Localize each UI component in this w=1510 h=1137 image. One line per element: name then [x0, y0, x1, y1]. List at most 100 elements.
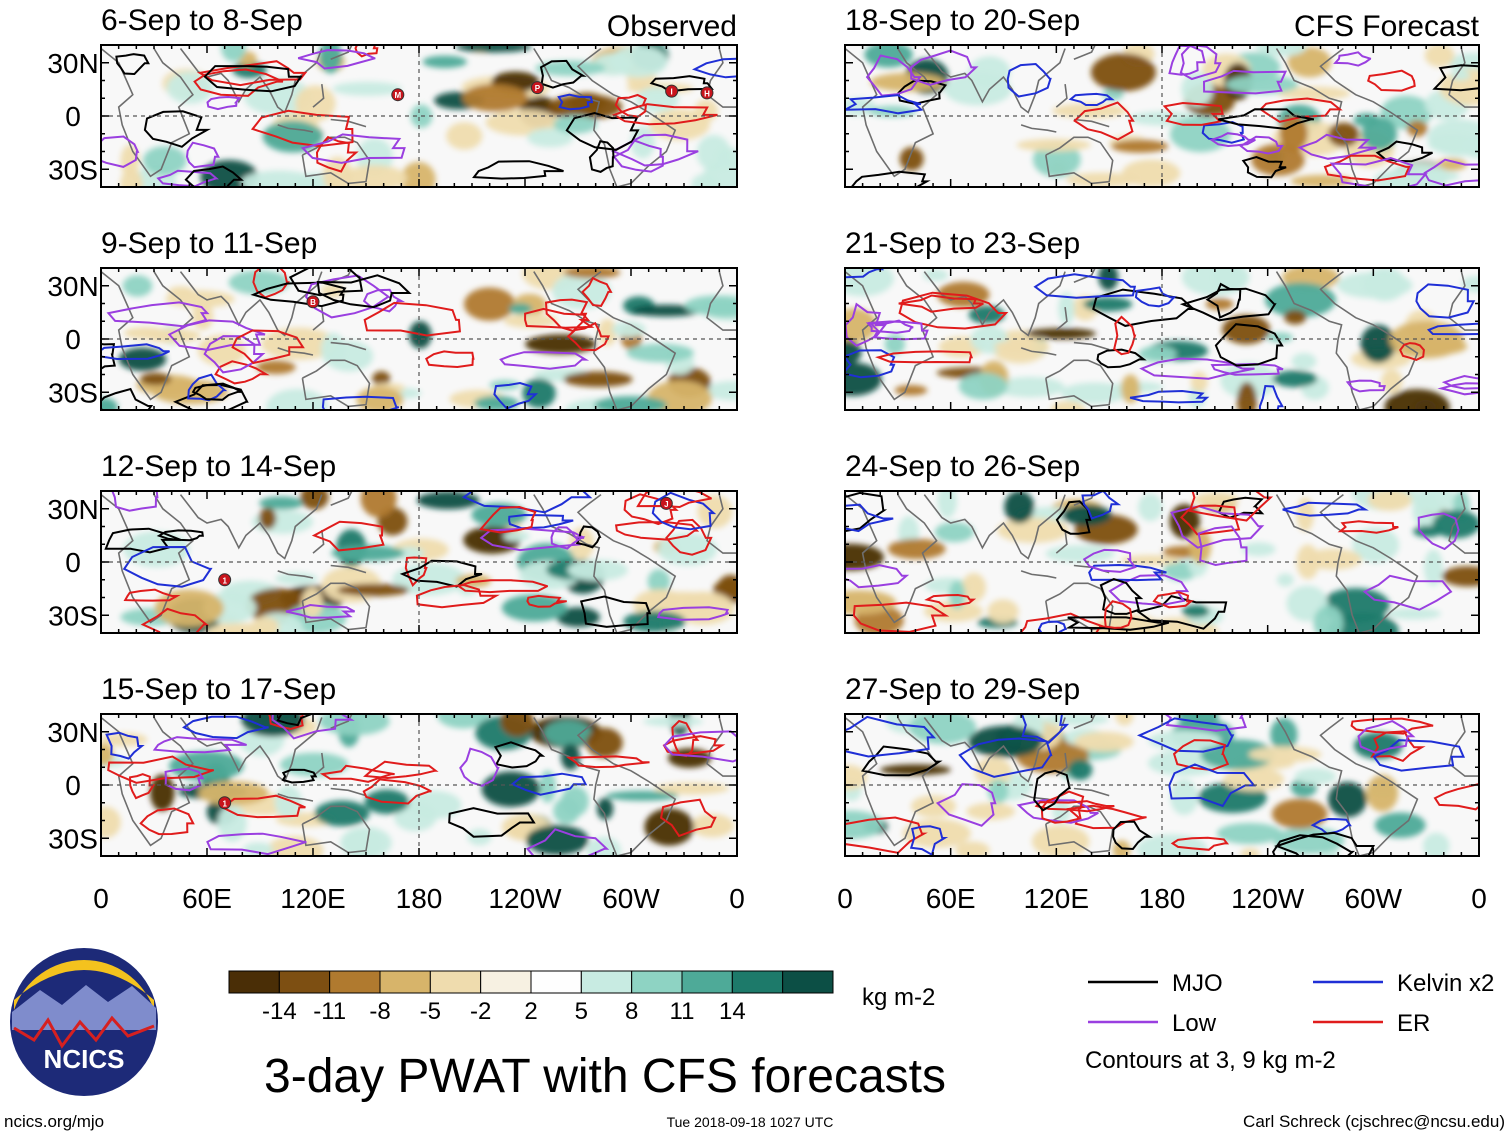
contour-loop	[267, 714, 304, 731]
anomaly-blob	[1205, 298, 1234, 311]
contour-loop	[1040, 790, 1085, 824]
contour-loop	[1065, 616, 1170, 631]
contour-loop	[1372, 739, 1466, 772]
longitude-label: 120W	[1231, 883, 1305, 914]
anomaly-blob	[221, 45, 246, 62]
anomaly-blob	[1384, 389, 1450, 410]
axis-ticks	[844, 713, 1480, 857]
contour-loop	[164, 767, 205, 792]
anomaly-blob	[1272, 370, 1318, 388]
observed-label: Observed	[607, 10, 737, 43]
anomaly-blob	[154, 589, 224, 627]
anomaly-blob	[894, 384, 928, 396]
anomaly-blob	[501, 594, 568, 622]
contour-loop	[1375, 140, 1433, 163]
coastline	[1055, 306, 1068, 331]
anomaly-blob	[1389, 320, 1464, 359]
storm-letter: J	[664, 500, 668, 509]
anomaly-blob	[1283, 309, 1307, 325]
coastline	[1448, 48, 1479, 108]
anomaly-blob	[899, 146, 924, 171]
contour-loop	[924, 593, 977, 608]
legend-label: ER	[1397, 1010, 1430, 1037]
anomaly-blob	[696, 134, 731, 171]
anomaly-blob	[1432, 509, 1479, 539]
contour-loop	[156, 169, 219, 187]
longitude-label: 60W	[602, 883, 660, 914]
contour-loop	[479, 505, 537, 534]
anomaly-blob	[611, 321, 646, 338]
anomaly-blob	[1413, 525, 1443, 538]
contour-loop	[1152, 591, 1194, 609]
legend-label: MJO	[1172, 970, 1223, 997]
anomaly-blob	[1195, 624, 1219, 633]
contour-loop	[510, 772, 588, 796]
anomaly-blob	[631, 304, 702, 317]
anomaly-blob	[422, 55, 468, 69]
anomaly-blob	[697, 495, 733, 529]
contour-loop	[1205, 282, 1242, 319]
legend-label: Kelvin x2	[1397, 970, 1494, 997]
contour-loop	[845, 268, 884, 279]
anomaly-blob	[266, 388, 329, 410]
contour-loop	[203, 335, 266, 374]
contour-loop	[1162, 101, 1224, 126]
anomaly-blob	[436, 714, 490, 729]
longitude-label: 180	[396, 883, 443, 914]
latitude-label: 30S	[48, 377, 98, 408]
longitude-label: 0	[729, 883, 745, 914]
contour-loop	[191, 382, 242, 401]
longitude-label: 60W	[1345, 883, 1403, 914]
coastline	[1073, 118, 1110, 128]
wave-contours	[845, 714, 1479, 856]
colorbar-swatch	[429, 970, 482, 994]
pwat-anomaly-shading	[845, 491, 1479, 633]
anomaly-blob	[139, 372, 172, 386]
contour-loop	[1345, 379, 1386, 393]
contour-loop	[193, 68, 284, 97]
anomaly-blob	[1216, 822, 1283, 845]
anomaly-blob	[241, 714, 304, 737]
contour-loop	[1188, 491, 1274, 522]
wave-contours	[845, 45, 1479, 187]
contour-loop	[1099, 578, 1144, 615]
anomaly-blob	[341, 165, 408, 187]
wave-contours	[845, 491, 1460, 633]
anomaly-blob	[1074, 731, 1134, 752]
storm-letter: 1	[222, 576, 227, 585]
anomaly-blob	[525, 824, 589, 856]
contour-loop	[1006, 62, 1052, 98]
contour-loop	[1441, 374, 1479, 390]
anomaly-blob	[1236, 382, 1257, 410]
longitude-label: 120E	[280, 883, 345, 914]
anomaly-blob	[1041, 714, 1110, 726]
anomaly-blob	[553, 797, 580, 825]
coastline	[330, 45, 353, 60]
contour-loop	[1217, 496, 1265, 519]
contour-loop	[276, 714, 313, 727]
anomaly-blob	[884, 333, 906, 355]
storm-marker: I	[665, 84, 679, 98]
contour-loop	[958, 737, 1053, 778]
logo-text: NCICS	[44, 1044, 125, 1074]
contour-loop	[1310, 817, 1352, 835]
contour-loop	[544, 298, 589, 333]
contour-loop	[139, 807, 195, 836]
legend-entry: Low	[1088, 1010, 1217, 1037]
contour-loop	[860, 745, 943, 777]
contour-loop	[206, 832, 307, 856]
contour-loop	[935, 783, 997, 827]
contour-loop	[101, 342, 116, 370]
contour-loop	[363, 760, 439, 780]
anomaly-blob	[275, 572, 318, 585]
contour-loop	[1139, 357, 1255, 380]
contour-loop	[363, 301, 461, 337]
contour-loop	[415, 583, 500, 609]
contour-loop	[1113, 315, 1137, 356]
anomaly-blob	[481, 771, 541, 808]
latitude-label: 30N	[47, 48, 98, 79]
map-panel: M P I H 30N 0 30S 6-Sep to 8-Sep	[47, 4, 738, 188]
anomaly-blob	[1327, 612, 1399, 633]
coastline	[179, 717, 323, 783]
anomaly-blob	[525, 334, 597, 354]
